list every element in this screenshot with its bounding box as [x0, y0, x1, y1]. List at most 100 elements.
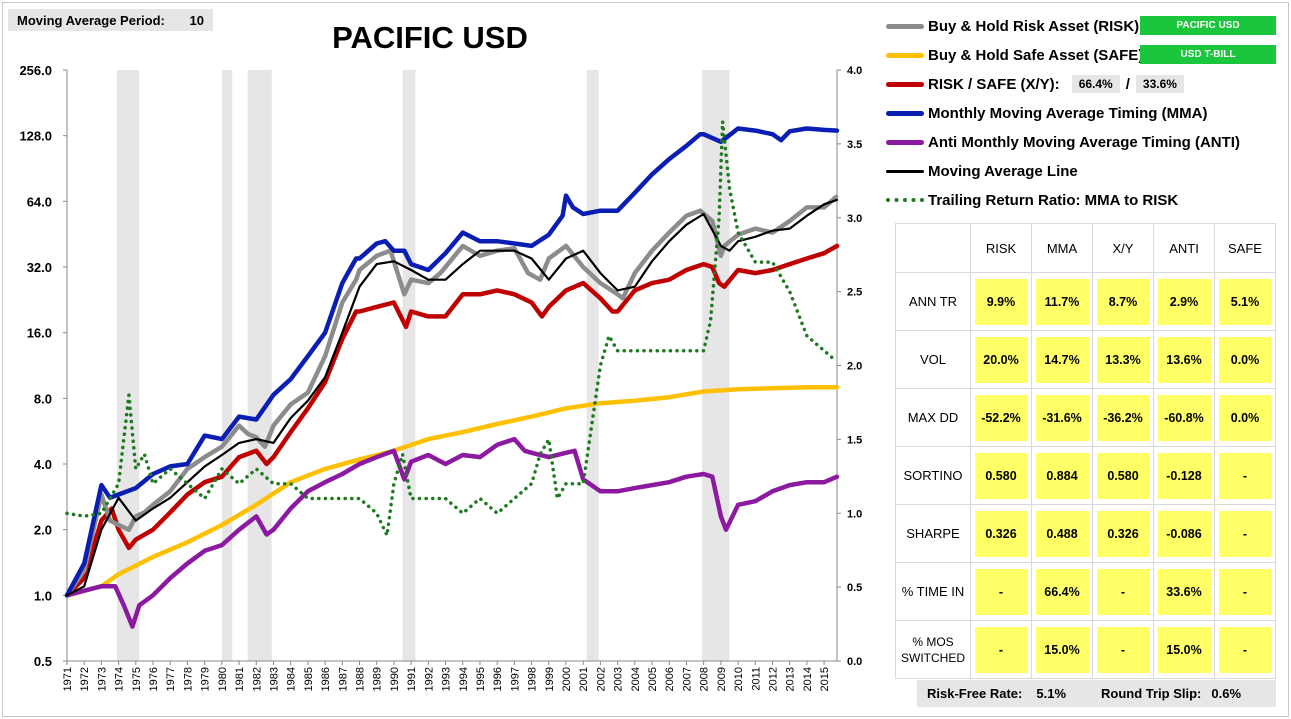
- stats-row: % MOS SWITCHED -15.0% -15.0% -: [895, 620, 1276, 679]
- stats-cell-container: -52.2%: [970, 388, 1032, 447]
- x-tick-label: 2012: [767, 667, 779, 691]
- stats-cell: 9.9%: [974, 278, 1028, 325]
- xy-safe-pct: 33.6%: [1135, 75, 1184, 93]
- stats-cell: -0.128: [1157, 452, 1211, 499]
- stats-cell-container: 13.6%: [1153, 330, 1215, 389]
- col-header-anti: ANTI: [1153, 223, 1215, 273]
- stats-cell: 0.326: [1096, 510, 1150, 557]
- stats-cell-container: 14.7%: [1031, 330, 1093, 389]
- stats-cell-container: -: [970, 620, 1032, 679]
- stats-cell-container: 33.6%: [1153, 562, 1215, 621]
- recession-band: [221, 70, 233, 661]
- x-tick-label: 2013: [785, 667, 797, 691]
- stats-cell: 0.0%: [1218, 336, 1272, 383]
- stats-cell-container: 13.3%: [1092, 330, 1154, 389]
- x-tick-label: 1988: [355, 667, 367, 691]
- stats-cell-container: 0.326: [970, 504, 1032, 563]
- stats-cell: -52.2%: [974, 394, 1028, 441]
- y2-tick-label: 3.5: [847, 139, 862, 151]
- y2-tick-label: 0.0: [847, 656, 862, 668]
- y-tick-label: 4.0: [34, 457, 52, 472]
- stats-cell-container: -: [1092, 562, 1154, 621]
- stats-cell: -36.2%: [1096, 394, 1150, 441]
- xy-separator: /: [1125, 75, 1130, 93]
- x-tick-label: 1987: [337, 667, 349, 691]
- legend-ratio-label: Trailing Return Ratio: MMA to RISK: [928, 191, 1179, 209]
- slip-value: 0.6%: [1211, 686, 1242, 701]
- stats-cell-container: -31.6%: [1031, 388, 1093, 447]
- stats-cell-container: -: [1214, 504, 1276, 563]
- legend-mma: Monthly Moving Average Timing (MMA): [886, 102, 1207, 124]
- x-tick-label: 2009: [716, 667, 728, 691]
- x-tick-label: 2001: [578, 667, 590, 691]
- x-tick-label: 1980: [217, 667, 229, 691]
- y2-tick-label: 4.0: [847, 65, 862, 77]
- stats-cell-container: -: [1214, 446, 1276, 505]
- legend-ratio-swatch: [886, 198, 924, 202]
- y-tick-label: 2.0: [34, 523, 52, 538]
- x-tick-label: 1984: [286, 667, 298, 691]
- stats-cell: 0.580: [974, 452, 1028, 499]
- legend-ratio: Trailing Return Ratio: MMA to RISK: [886, 189, 1178, 211]
- legend-xy: RISK / SAFE (X/Y): 66.4% / 33.6%: [886, 73, 1190, 95]
- stats-cell: -: [974, 568, 1028, 615]
- x-tick-label: 2004: [630, 667, 642, 691]
- recession-band: [701, 70, 730, 661]
- legend-safe-label: Buy & Hold Safe Asset (SAFE):: [928, 46, 1149, 64]
- legend-xy-swatch: [886, 81, 924, 87]
- rf-label: Risk-Free Rate:: [927, 686, 1023, 701]
- x-tick-label: 2010: [733, 667, 745, 691]
- x-tick-label: 2011: [750, 667, 762, 691]
- y2-tick-label: 2.0: [847, 361, 862, 373]
- stats-cell-container: -0.128: [1153, 446, 1215, 505]
- stats-cell: -: [1218, 626, 1272, 673]
- stats-cell: -: [974, 626, 1028, 673]
- series-line-ratio: [65, 119, 835, 538]
- recession-band: [116, 70, 140, 661]
- stats-row-label: % TIME IN: [895, 562, 971, 621]
- x-tick-label: 1976: [148, 667, 160, 691]
- ma-period-label: Moving Average Period:: [17, 12, 165, 28]
- round-trip-slip-box: Round Trip Slip: 0.6%: [1091, 680, 1276, 707]
- x-tick-label: 2015: [819, 667, 831, 691]
- col-header-xy: X/Y: [1092, 223, 1154, 273]
- stats-cell-container: -60.8%: [1153, 388, 1215, 447]
- stats-cell-container: -: [970, 562, 1032, 621]
- y2-tick-label: 1.0: [847, 508, 862, 520]
- stats-cell: 0.326: [974, 510, 1028, 557]
- stats-cell: -: [1096, 626, 1150, 673]
- stats-cell: 8.7%: [1096, 278, 1150, 325]
- moving-average-period-box: Moving Average Period: 10: [8, 9, 213, 31]
- x-tick-label: 1997: [509, 667, 521, 691]
- x-tick-label: 2007: [681, 667, 693, 691]
- stats-cell-container: -0.086: [1153, 504, 1215, 563]
- x-tick-label: 1999: [544, 667, 556, 691]
- stats-cell-container: 9.9%: [970, 272, 1032, 331]
- x-tick-label: 1993: [441, 667, 453, 691]
- stats-row-label: SORTINO: [895, 446, 971, 505]
- y-tick-label: 256.0: [19, 63, 52, 78]
- x-tick-label: 1974: [114, 667, 126, 691]
- stats-corner: [895, 223, 971, 273]
- series-line-mma: [64, 126, 840, 598]
- recession-band: [247, 70, 272, 661]
- stats-row: SORTINO 0.580 0.884 0.580 -0.128-: [895, 446, 1276, 505]
- stats-row: VOL 20.0% 14.7% 13.3% 13.6% 0.0%: [895, 330, 1276, 389]
- y2-tick-label: 0.5: [847, 582, 862, 594]
- legend-maline-swatch: [886, 169, 924, 173]
- legend-maline: Moving Average Line: [886, 160, 1078, 182]
- legend-mma-label: Monthly Moving Average Timing (MMA): [928, 104, 1208, 122]
- y-tick-label: 32.0: [27, 260, 52, 275]
- slip-label: Round Trip Slip:: [1101, 686, 1202, 701]
- stats-cell: 2.9%: [1157, 278, 1211, 325]
- stats-cell-container: 0.488: [1031, 504, 1093, 563]
- stats-cell-container: -36.2%: [1092, 388, 1154, 447]
- stats-cell-container: 15.0%: [1153, 620, 1215, 679]
- stats-cell-container: 0.326: [1092, 504, 1154, 563]
- col-header-safe: SAFE: [1214, 223, 1276, 273]
- x-tick-label: 2003: [613, 667, 625, 691]
- x-tick-label: 1981: [234, 667, 246, 691]
- stats-row-label: MAX DD: [895, 388, 971, 447]
- x-tick-label: 1985: [303, 667, 315, 691]
